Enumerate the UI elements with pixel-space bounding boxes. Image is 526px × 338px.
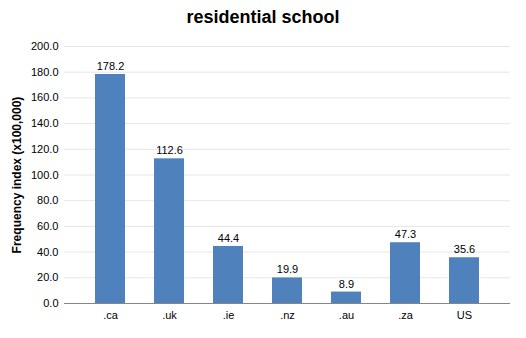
svg-text:8.9: 8.9 — [339, 278, 354, 290]
svg-text:160.0: 160.0 — [31, 91, 59, 103]
html-text:residential school: residential school — [186, 7, 340, 27]
svg-text:178.2: 178.2 — [97, 60, 125, 72]
svg-text:.nz: .nz — [280, 309, 295, 321]
svg-text:200.0: 200.0 — [31, 40, 59, 52]
svg-text:44.4: 44.4 — [218, 232, 239, 244]
svg-text:40.0: 40.0 — [37, 246, 58, 258]
svg-text:47.3: 47.3 — [395, 228, 416, 240]
svg-text:19.9: 19.9 — [277, 263, 298, 275]
svg-text:.au: .au — [339, 309, 354, 321]
svg-text:.uk: .uk — [162, 309, 177, 321]
svg-text:80.0: 80.0 — [37, 194, 58, 206]
svg-text:60.0: 60.0 — [37, 220, 58, 232]
svg-text:140.0: 140.0 — [31, 117, 59, 129]
svg-text:20.0: 20.0 — [37, 271, 58, 283]
svg-text:35.6: 35.6 — [454, 243, 475, 255]
svg-text:112.6: 112.6 — [156, 144, 183, 156]
svg-text:120.0: 120.0 — [31, 143, 59, 155]
svg-text:100.0: 100.0 — [31, 169, 59, 181]
svg-text:.za: .za — [398, 309, 414, 321]
svg-text:Frequency index (x100,000): Frequency index (x100,000) — [10, 97, 24, 254]
svg-text:.ca: .ca — [103, 309, 119, 321]
svg-text:0.0: 0.0 — [43, 297, 58, 309]
svg-text:.ie: .ie — [223, 309, 235, 321]
svg-text:180.0: 180.0 — [31, 66, 59, 78]
svg-text:US: US — [457, 309, 472, 321]
